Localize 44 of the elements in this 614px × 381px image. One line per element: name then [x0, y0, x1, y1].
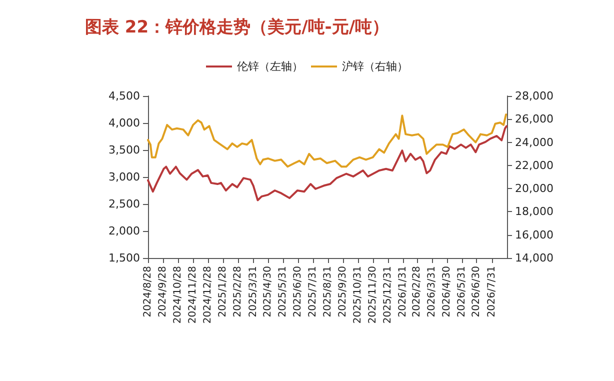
- y2-tick-label: 28,000: [515, 90, 554, 102]
- y-tick-label: 2,000: [108, 224, 140, 238]
- x-tick-label: 2024/11/28: [188, 266, 199, 324]
- x-tick-label: 2025/12/31: [382, 266, 394, 324]
- x-tick-label: 2026/4/30: [441, 266, 452, 318]
- x-tick-label: 2025/10/31: [352, 266, 364, 324]
- x-tick-label: 2025/4/30: [262, 266, 274, 318]
- legend-label: 伦锌（左轴）: [237, 60, 303, 73]
- x-tick-label: 2024/12/28: [202, 266, 214, 324]
- x-tick-label: 2026/5/31: [456, 266, 468, 318]
- y-tick-label: 3,000: [108, 170, 140, 184]
- y-tick-label: 4,500: [108, 90, 140, 102]
- y2-tick-label: 18,000: [515, 205, 554, 218]
- y2-tick-label: 16,000: [515, 228, 554, 242]
- chart-title: 图表 22：锌价格走势（美元/吨-元/吨）: [85, 18, 390, 38]
- x-tick-label: 2024/8/28: [142, 266, 154, 318]
- x-tick-label: 2026/6/30: [471, 266, 482, 318]
- y-tick-label: 2,500: [108, 198, 140, 210]
- x-tick-label: 2025/5/31: [278, 266, 289, 318]
- x-tick-label: 2026/1/31: [398, 266, 409, 318]
- y-tick-label: 4,000: [108, 116, 140, 130]
- line-series: [147, 125, 508, 202]
- x-tick-label: 2025/6/30: [292, 266, 304, 318]
- y2-tick-label: 14,000: [515, 252, 554, 264]
- y2-tick-label: 24,000: [515, 136, 554, 149]
- x-tick-label: 2024/9/28: [158, 266, 169, 318]
- y-tick-label: 1,500: [108, 252, 140, 264]
- y2-tick-label: 20,000: [515, 182, 554, 196]
- line-series: [147, 114, 508, 168]
- x-tick-label: 2026/2/28: [411, 266, 422, 318]
- x-tick-label: 2025/9/30: [337, 266, 348, 318]
- x-tick-label: 2025/8/31: [322, 266, 334, 318]
- legend-label: 沪锌（右轴）: [342, 60, 408, 73]
- y2-tick-label: 22,000: [515, 158, 554, 172]
- y-tick-label: 3,500: [108, 144, 140, 156]
- x-tick-label: 2025/1/28: [217, 266, 228, 318]
- x-tick-label: 2025/11/30: [367, 266, 378, 324]
- x-tick-label: 2024/10/28: [172, 266, 184, 324]
- x-tick-label: 2026/7/31: [486, 266, 498, 318]
- x-tick-label: 2025/3/31: [248, 266, 259, 318]
- x-tick-label: 2026/3/31: [426, 266, 438, 318]
- y2-tick-label: 26,000: [515, 112, 554, 126]
- x-tick-label: 2025/7/31: [308, 266, 319, 318]
- x-tick-label: 2025/2/28: [232, 266, 244, 318]
